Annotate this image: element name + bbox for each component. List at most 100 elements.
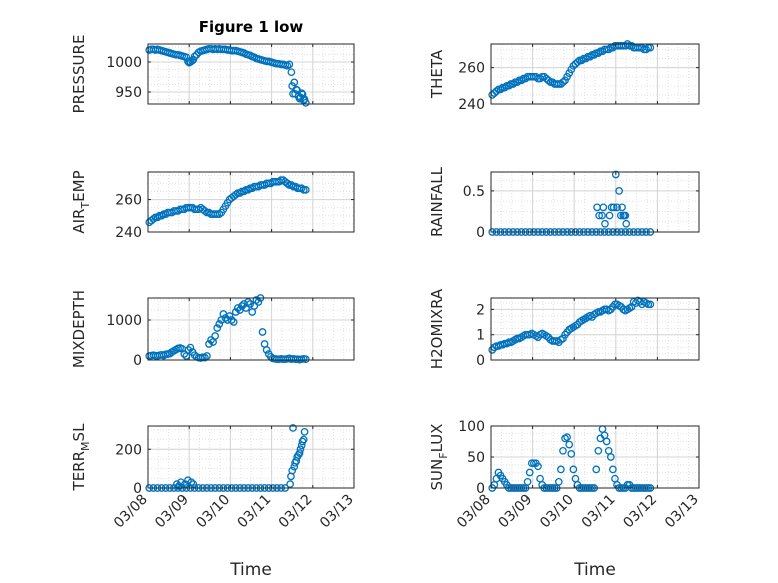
y-axis-label: THETA — [428, 49, 446, 99]
series-0 — [145, 176, 310, 227]
data-point — [189, 480, 198, 488]
y-tick-label: 200 — [115, 442, 142, 458]
data-point — [496, 85, 505, 94]
y-axis-label-text: AIR — [70, 209, 88, 234]
data-point — [240, 187, 248, 196]
data-point — [190, 351, 199, 360]
data-point — [613, 203, 621, 212]
series-0 — [145, 294, 310, 364]
data-point — [172, 480, 181, 488]
data-point — [616, 211, 625, 220]
data-point — [594, 446, 603, 455]
data-point — [599, 203, 608, 212]
data-point — [201, 207, 209, 215]
data-point — [157, 211, 166, 220]
data-point — [618, 203, 626, 212]
y-axis-label-text: PRESSURE — [70, 35, 88, 114]
data-point — [590, 51, 599, 59]
y-axis-label-text: SUN — [428, 459, 446, 491]
data-point — [544, 76, 553, 85]
axes-box — [147, 425, 355, 489]
data-point — [287, 68, 296, 77]
data-point — [563, 433, 571, 442]
axes-box — [490, 43, 700, 105]
y-axis-label-subscript: M — [79, 441, 92, 451]
data-point — [187, 478, 196, 487]
y-tick-label: 260 — [115, 193, 142, 209]
y-axis-label-text: THETA — [428, 49, 446, 99]
x-axis-label: Time — [573, 560, 616, 580]
data-point — [254, 298, 263, 306]
data-point — [215, 210, 224, 219]
y-tick-label: 0.5 — [463, 184, 485, 200]
series-0 — [488, 40, 655, 99]
data-point — [581, 54, 590, 63]
y-axis-label-text: RAINFALL — [428, 166, 446, 237]
y-tick-label: 2 — [476, 302, 485, 318]
y-tick-label: 0 — [133, 353, 142, 369]
data-point — [244, 298, 252, 306]
subplot-1: 240 260 THETA — [428, 40, 700, 113]
y-axis-label: PRESSURE — [70, 35, 88, 114]
data-point — [207, 336, 215, 344]
data-point — [646, 300, 655, 309]
data-point — [534, 462, 542, 471]
y-axis-label: TERRMSL — [70, 423, 92, 492]
data-point — [301, 98, 310, 107]
data-point — [177, 478, 185, 487]
data-point — [225, 312, 234, 320]
data-point — [286, 480, 294, 488]
data-point — [622, 219, 631, 228]
data-point — [523, 477, 532, 486]
data-point — [559, 446, 567, 455]
y-tick-label: 50 — [467, 450, 485, 466]
y-tick-label: 100 — [458, 419, 485, 435]
y-axis-label: AIRTEMP — [70, 170, 92, 233]
x-axis-label: Time — [229, 560, 272, 580]
subplot-0: 950 1000 PRESSURE — [70, 35, 355, 114]
data-point — [233, 304, 242, 312]
y-axis-label-tail: LUX — [428, 424, 446, 453]
data-point — [592, 465, 601, 474]
data-point — [586, 52, 594, 61]
data-point — [285, 60, 294, 69]
y-tick-label: 950 — [115, 85, 142, 101]
subplot-2: 240 260 AIRTEMP — [70, 170, 355, 241]
figure-title: Figure 1 low — [199, 18, 304, 36]
subplot-5: 0 1 2 H2OMIXRA — [428, 288, 700, 369]
data-point — [288, 466, 297, 475]
data-point — [180, 350, 189, 358]
y-axis-label-text: MIXDEPTH — [70, 290, 88, 368]
data-point — [252, 296, 261, 304]
data-point — [153, 213, 162, 222]
axes-box — [490, 171, 700, 233]
data-point — [609, 203, 618, 212]
data-point — [238, 302, 246, 310]
data-point — [149, 215, 158, 223]
data-point — [559, 334, 567, 343]
data-point — [190, 52, 199, 61]
data-point — [604, 45, 613, 54]
data-point — [573, 58, 582, 67]
data-point — [211, 332, 220, 340]
y-axis-label-text: TERR — [70, 451, 88, 492]
y-tick-label: 0 — [476, 481, 485, 497]
y-tick-label: 0 — [476, 225, 485, 241]
data-point — [244, 185, 252, 194]
data-point — [525, 468, 534, 477]
data-point — [290, 78, 299, 87]
data-point — [557, 465, 565, 474]
data-point — [283, 179, 292, 188]
y-axis-label: SUNFLUX — [428, 424, 450, 491]
data-point — [301, 355, 310, 364]
data-point — [289, 424, 297, 432]
axes-box — [490, 297, 700, 361]
axes-box — [147, 171, 355, 233]
data-point — [299, 435, 308, 444]
data-point — [611, 170, 620, 179]
data-point — [509, 80, 517, 88]
data-point — [236, 189, 244, 197]
data-point — [492, 87, 501, 96]
data-point — [203, 352, 211, 360]
data-point — [615, 187, 623, 195]
